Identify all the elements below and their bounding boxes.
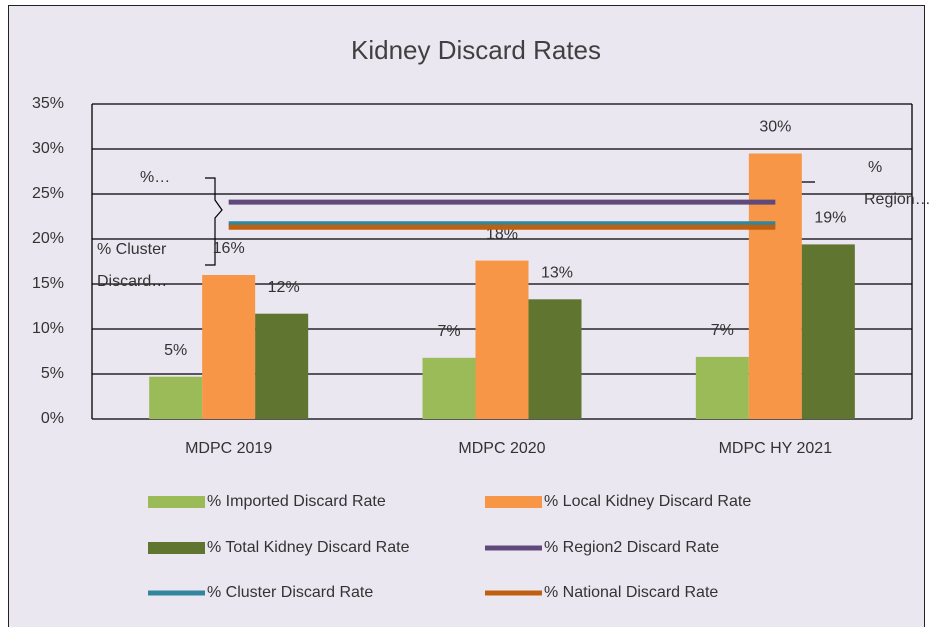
y-tick-label: 35% (32, 95, 64, 112)
data-label: 7% (711, 322, 734, 339)
legend-swatch (148, 496, 205, 508)
annotation: Region… (864, 191, 931, 208)
legend-swatch (485, 496, 542, 508)
legend-label: % Imported Discard Rate (207, 493, 386, 510)
data-label: 12% (268, 279, 300, 296)
y-tick-label: 25% (32, 185, 64, 202)
x-tick-label: MDPC HY 2021 (719, 440, 833, 457)
bar (528, 299, 582, 419)
x-tick-label: MDPC 2020 (458, 440, 545, 457)
bar (695, 356, 749, 419)
y-tick-label: 5% (41, 365, 64, 382)
bar (801, 244, 855, 419)
bar (202, 275, 256, 419)
data-label: 16% (213, 240, 245, 257)
chart-title: Kidney Discard Rates (351, 35, 601, 65)
y-tick-label: 15% (32, 275, 64, 292)
y-tick-label: 20% (32, 230, 64, 247)
bar (422, 357, 476, 419)
y-tick-label: 0% (41, 410, 64, 427)
annotation: Discard… (97, 273, 167, 290)
annotation: %… (140, 169, 170, 186)
data-label: 19% (814, 210, 846, 227)
legend-label: % Region2 Discard Rate (544, 539, 719, 556)
bar (475, 260, 529, 419)
y-tick-label: 10% (32, 320, 64, 337)
y-tick-label: 30% (32, 140, 64, 157)
annotation: % (868, 159, 882, 176)
bar (748, 153, 802, 419)
data-label: 30% (759, 119, 791, 136)
data-label: 7% (437, 323, 460, 340)
data-label: 13% (541, 265, 573, 282)
bar (255, 313, 309, 419)
data-label: 5% (164, 342, 187, 359)
data-label: 18% (486, 226, 518, 243)
legend-label: % National Discard Rate (544, 584, 718, 601)
annotation: % Cluster (97, 241, 167, 258)
legend-label: % Local Kidney Discard Rate (544, 493, 751, 510)
bar (149, 376, 203, 419)
leader-line (205, 177, 223, 266)
legend-swatch (148, 542, 205, 554)
legend-label: % Cluster Discard Rate (207, 584, 373, 601)
legend-label: % Total Kidney Discard Rate (207, 539, 410, 556)
x-tick-label: MDPC 2019 (185, 440, 272, 457)
